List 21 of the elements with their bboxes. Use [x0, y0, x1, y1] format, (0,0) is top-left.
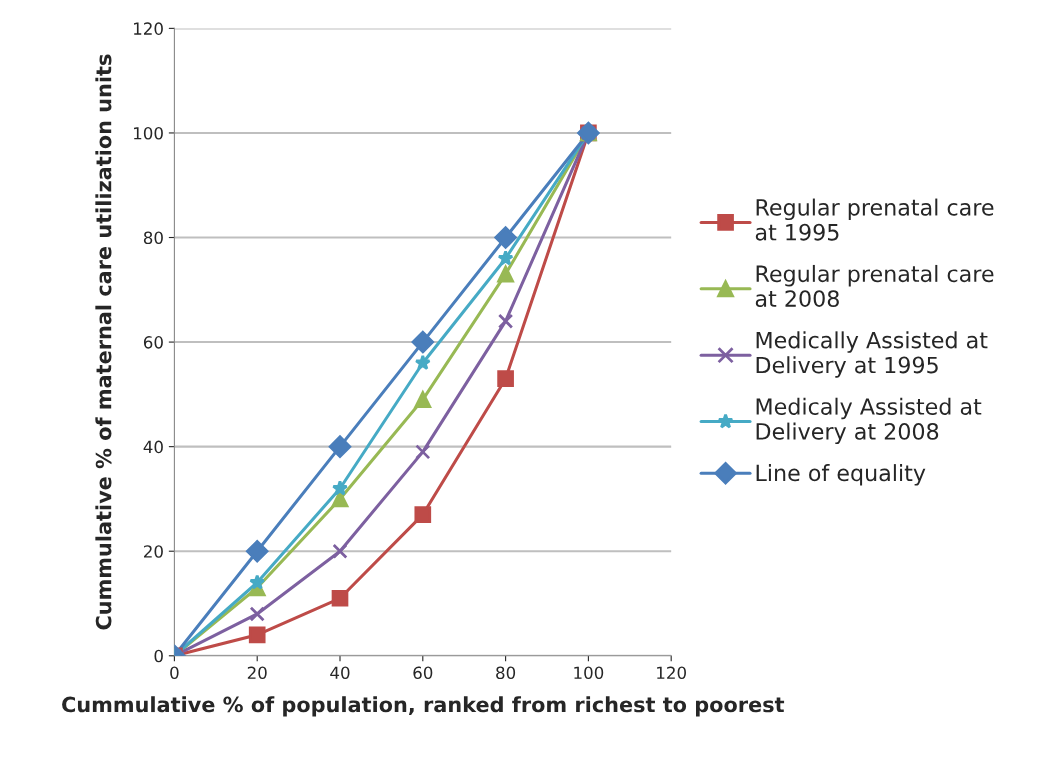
- legend-label: Medicaly Assisted at Delivery at 2008: [756, 397, 982, 445]
- y-tick-label: 40: [143, 440, 163, 454]
- x-tick-label: 80: [496, 666, 516, 680]
- x-tick-label: 0: [170, 666, 179, 680]
- y-tick-label: 60: [143, 336, 163, 349]
- x-tick-label: 60: [413, 666, 433, 680]
- x-tick-label: 100: [574, 666, 604, 680]
- legend-label: Line of equality: [756, 464, 926, 486]
- y-tick-label: 120: [134, 22, 163, 35]
- legend-label: Regular prenatal care at 2008: [755, 264, 994, 308]
- y-tick-label: 100: [134, 126, 163, 140]
- y-tick-label: 80: [143, 231, 163, 245]
- y-tick-label: 0: [154, 649, 163, 663]
- y-tick-label: 20: [144, 545, 163, 558]
- legend-label: Medically Assisted at Delivery at 1995: [756, 331, 988, 378]
- x-axis-title: Cummulative % of population, ranked from richest to poorest: [62, 696, 785, 717]
- x-tick-label: 40: [330, 666, 350, 680]
- y-axis-title: Cummulative % of maternal care utilization units: [95, 54, 112, 630]
- x-tick-label: 20: [247, 666, 267, 680]
- x-tick-label: 120: [657, 666, 686, 680]
- legend-label: Regular prenatal care at 1995: [755, 198, 994, 241]
